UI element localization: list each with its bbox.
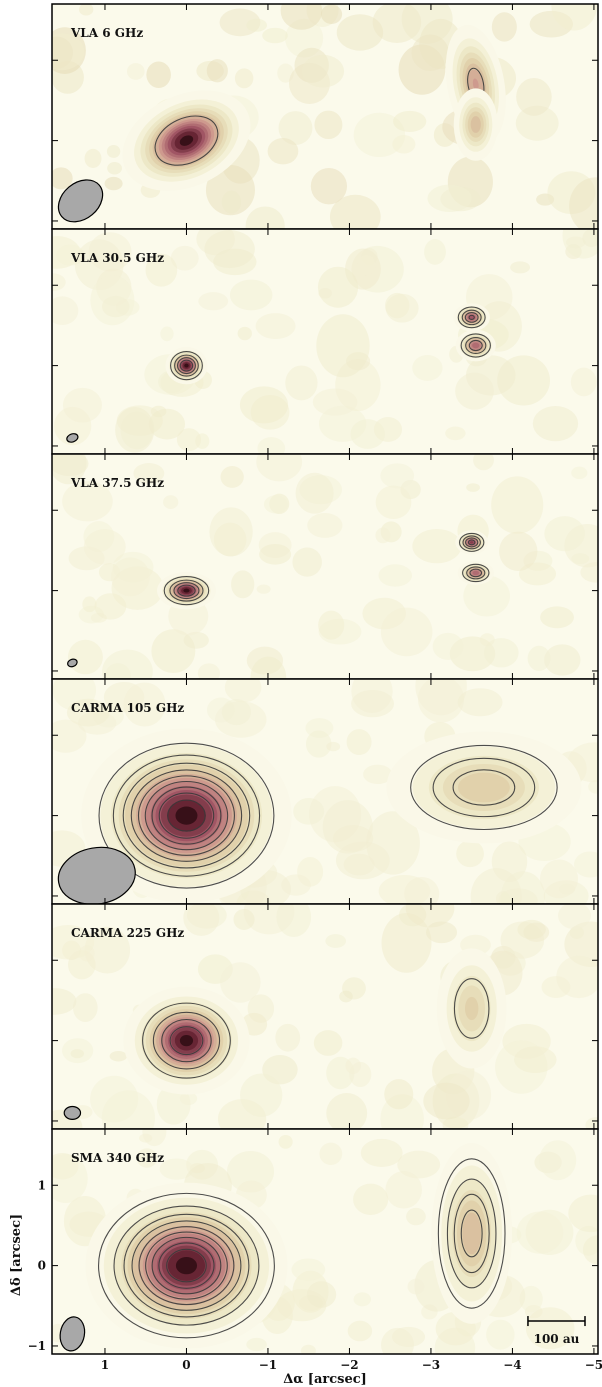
beam-ellipse-panel-5 xyxy=(63,1105,82,1120)
source-1-panel-6 xyxy=(85,1182,288,1349)
panel-image xyxy=(52,904,598,1129)
x-axis-label: Δα [arcsec] xyxy=(283,1372,367,1387)
panel-3: VLA 37.5 GHz xyxy=(51,453,599,680)
panel-image xyxy=(52,229,598,454)
x-tick-label: −3 xyxy=(422,1358,440,1372)
panel-image xyxy=(52,4,598,229)
source-1-panel-1 xyxy=(122,90,251,191)
x-tick-label: −4 xyxy=(503,1358,521,1372)
source-2-panel-5 xyxy=(436,948,507,1069)
panel-4: CARMA 105 GHz xyxy=(51,678,599,905)
y-tick-label: −1 xyxy=(28,1339,46,1353)
beam-ellipse-panel-6 xyxy=(59,1316,86,1352)
x-tick-label: −5 xyxy=(585,1358,602,1372)
panels-group: VLA 6 GHz VLA 30.5 GHz VLA 37.5 GHz CARMA 1… xyxy=(28,3,602,1372)
panel-2: VLA 30.5 GHz xyxy=(51,228,599,455)
beam-ellipse-panel-3 xyxy=(67,658,78,668)
panel-label: VLA 30.5 GHz xyxy=(70,251,164,265)
y-axis-label: Δδ [arcsec] xyxy=(9,1214,24,1296)
panel-1: VLA 6 GHz xyxy=(51,3,599,230)
source-2-panel-6 xyxy=(431,1143,513,1324)
x-tick-label: 0 xyxy=(182,1358,190,1372)
source-3-panel-3 xyxy=(457,561,494,585)
panel-label: SMA 340 GHz xyxy=(71,1151,164,1165)
y-tick-label: 1 xyxy=(38,1178,46,1192)
source-2-panel-4 xyxy=(386,731,582,844)
panel-label: VLA 6 GHz xyxy=(70,26,143,40)
source-2-panel-3 xyxy=(455,530,489,555)
scalebar-label: 100 au xyxy=(534,1332,580,1346)
source-2-panel-2 xyxy=(453,303,490,332)
panel-image xyxy=(52,679,598,904)
panel-image xyxy=(52,454,598,679)
panel-label: CARMA 105 GHz xyxy=(71,701,184,715)
axes-text-group: Δα [arcsec] Δδ [arcsec] xyxy=(9,1214,367,1387)
x-tick-label: −1 xyxy=(259,1358,277,1372)
panel-6: SMA 340 GHz 1 0 −1 1 0 −1 −2 −3 −4 −5 100 au xyxy=(28,1128,602,1372)
panel-label: CARMA 225 GHz xyxy=(71,926,184,940)
source-3-panel-1 xyxy=(453,88,498,161)
source-1-panel-5 xyxy=(123,986,250,1095)
source-3-panel-2 xyxy=(455,329,496,362)
panel-image xyxy=(52,1129,598,1354)
panel-5: CARMA 225 GHz xyxy=(51,903,599,1130)
y-tick-label: 0 xyxy=(38,1259,46,1273)
x-tick-label: −2 xyxy=(340,1358,358,1372)
source-1-panel-2 xyxy=(165,346,208,385)
beam-ellipse-panel-1 xyxy=(57,179,104,223)
panel-label: VLA 37.5 GHz xyxy=(70,476,164,490)
source-1-panel-3 xyxy=(157,571,216,610)
beam-ellipse-panel-2 xyxy=(66,433,79,443)
x-tick-label: 1 xyxy=(101,1358,109,1372)
source-1-panel-4 xyxy=(81,728,292,903)
